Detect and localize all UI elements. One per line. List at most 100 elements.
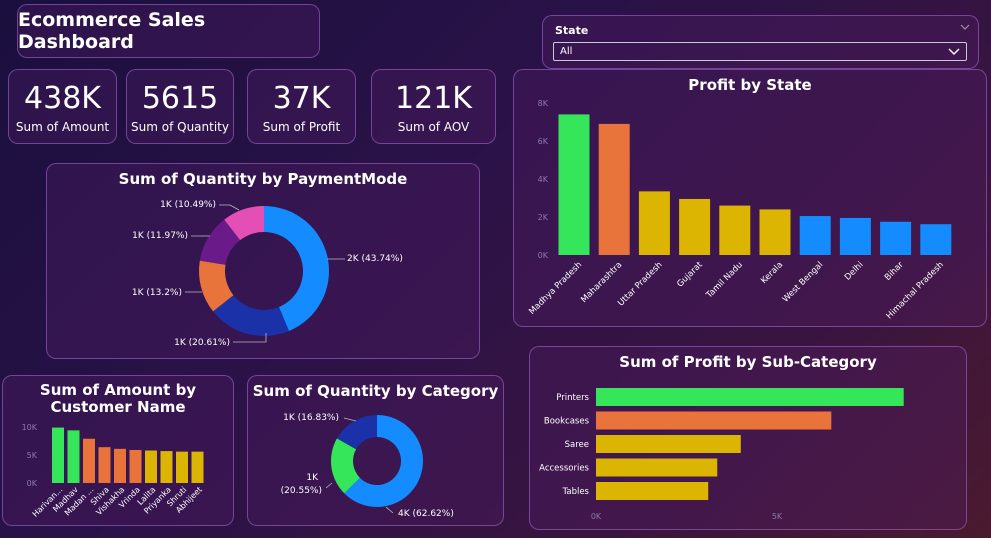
dashboard-title-card: Ecommerce Sales Dashboard — [17, 4, 320, 58]
y-tick-label: 0K — [538, 251, 549, 260]
bar — [880, 221, 912, 255]
donut-slice — [331, 438, 360, 494]
state-dropdown[interactable]: All — [553, 42, 967, 61]
data-label: 1K (11.97%) — [132, 231, 188, 241]
x-tick-label: Gujarat — [675, 260, 705, 290]
chart-title: Sum of Quantity by PaymentMode — [118, 170, 408, 188]
amount-by-customer-chart-card: Sum of Amount by Customer Name 0K 5K 10K Ha… — [2, 375, 234, 526]
x-tick-label: Maharashtra — [579, 260, 624, 305]
bar — [596, 458, 718, 477]
data-label: 2K (43.74%) — [347, 254, 403, 264]
kpi-label: Sum of Profit — [262, 119, 341, 134]
bar — [67, 430, 80, 483]
data-label: 1K (13.2%) — [132, 288, 182, 298]
chart-title: Sum of Profit by Sub-Category — [619, 353, 877, 371]
profit-by-subcategory-chart-card: Sum of Profit by Sub-Category Printers Bo… — [529, 346, 967, 530]
kpi-value: 438K — [24, 80, 101, 116]
kpi-label: Sum of Quantity — [131, 119, 229, 134]
donut-slice — [344, 415, 423, 507]
bar — [596, 411, 832, 430]
bar — [558, 114, 590, 256]
data-label: 1K — [306, 473, 319, 483]
x-tick-label: Kerala — [759, 260, 785, 286]
data-label: 1K (16.83%) — [283, 413, 339, 423]
bar — [679, 198, 711, 255]
profit-by-state-chart-card: Profit by State 0K 2K 4K 6K 8K Madhya Pradesh… — [513, 69, 987, 327]
leader-line — [233, 333, 267, 343]
x-tick-label: Bihar — [883, 260, 906, 283]
kpi-quantity-card: 5615 Sum of Quantity — [126, 69, 234, 144]
y-tick-label: Accessories — [539, 464, 589, 474]
chart-title: Sum of Quantity by Category — [252, 382, 499, 400]
y-tick-label: 10K — [22, 423, 38, 432]
payment-mode-donut-chart: 2K (43.74%) 1K (20.61%) 1K (13.2%) 1K (11.9… — [132, 200, 403, 348]
collapse-chevron-icon[interactable] — [960, 22, 970, 32]
y-tick-label: 2K — [538, 213, 549, 222]
quantity-by-category-donut-chart: 4K (62.62%) 1K (20.55%) 1K (16.83%) — [281, 413, 454, 519]
leader-line — [343, 417, 357, 422]
kpi-aov-card: 121K Sum of AOV — [371, 69, 496, 144]
x-tick-label: Tamil Nadu — [704, 260, 745, 301]
kpi-value: 121K — [395, 80, 472, 116]
donut-slice — [199, 219, 241, 265]
bar — [83, 438, 95, 483]
kpi-value: 37K — [272, 80, 331, 116]
bar — [52, 427, 64, 483]
y-tick-label: 6K — [538, 137, 549, 146]
bar — [759, 209, 791, 255]
state-slicer: State All — [542, 15, 979, 69]
donut-slice — [199, 260, 234, 312]
bar — [638, 191, 670, 255]
leader-line — [325, 482, 333, 489]
bar — [598, 123, 630, 256]
chart-title: Profit by State — [688, 76, 812, 94]
bar — [596, 482, 709, 500]
quantity-by-category-chart-card: Sum of Quantity by Category 4K (62.62%) 1… — [247, 375, 504, 526]
y-tick-label: 5K — [27, 451, 38, 460]
bar — [160, 451, 173, 483]
y-tick-label: 0K — [27, 479, 38, 488]
kpi-amount-card: 438K Sum of Amount — [8, 69, 117, 144]
kpi-profit-card: 37K Sum of Profit — [247, 69, 356, 144]
data-label: (20.55%) — [281, 486, 322, 496]
bar — [596, 435, 741, 453]
y-tick-label: Tables — [562, 487, 590, 497]
x-tick-label: Madhya Pradesh — [527, 260, 584, 317]
x-tick-label: West Bengal — [781, 260, 826, 305]
donut-slice — [336, 415, 377, 450]
chart-title: Sum of Amount by Customer Name — [39, 381, 197, 416]
bar — [596, 388, 904, 406]
donut-slice — [213, 295, 289, 336]
kpi-value: 5615 — [141, 80, 219, 116]
y-tick-label: Printers — [556, 393, 589, 403]
bar — [129, 449, 142, 483]
y-tick-label: Saree — [565, 440, 589, 450]
leader-line — [219, 204, 240, 211]
x-tick-label: Delhi — [843, 260, 866, 283]
data-label: 1K (20.61%) — [174, 338, 230, 348]
data-label: 1K (10.49%) — [160, 200, 216, 210]
chevron-down-icon — [948, 48, 960, 56]
bar — [98, 447, 111, 483]
x-tick-label: 5K — [772, 512, 783, 521]
leader-line — [385, 506, 394, 514]
bar — [145, 450, 157, 483]
donut-slice — [264, 206, 329, 332]
y-tick-label: 4K — [538, 175, 549, 184]
slicer-label: State — [555, 24, 589, 37]
dashboard-title: Ecommerce Sales Dashboard — [18, 9, 206, 53]
y-tick-label: 8K — [538, 99, 549, 108]
payment-mode-chart-card: Sum of Quantity by PaymentMode 2K (43.74… — [46, 163, 480, 359]
bar — [176, 451, 188, 483]
state-dropdown-value: All — [560, 46, 573, 57]
donut-slice — [224, 206, 264, 241]
kpi-label: Sum of Amount — [15, 119, 110, 134]
bar — [839, 217, 871, 255]
bar — [719, 205, 751, 255]
bar — [799, 216, 831, 255]
x-tick-label: 0K — [591, 512, 602, 521]
profit-by-subcategory-bar-chart: Printers Bookcases Saree Accessories Tables 0… — [539, 388, 904, 521]
data-label: 4K (62.62%) — [398, 509, 454, 519]
